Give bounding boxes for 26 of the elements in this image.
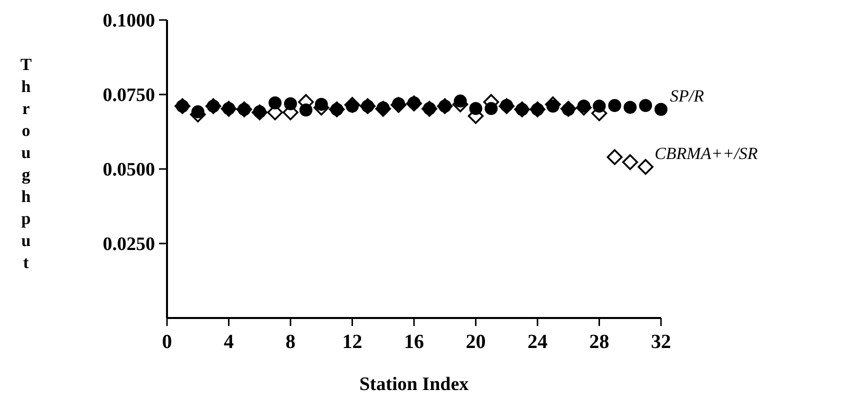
- y-tick-label: 0.0750: [102, 85, 155, 106]
- x-axis-title: Station Index: [359, 374, 470, 395]
- point: [639, 99, 652, 112]
- x-tick-label: 24: [528, 331, 548, 353]
- y-tick-label: 0.0250: [102, 234, 155, 256]
- point: [606, 149, 623, 165]
- y-tick-label: 0.1000: [102, 10, 155, 32]
- point: [576, 100, 592, 116]
- point: [624, 100, 637, 114]
- point: [654, 102, 668, 116]
- point: [622, 154, 638, 170]
- x-tick-label: 8: [286, 331, 296, 353]
- x-tick-label: 12: [342, 331, 362, 353]
- point: [545, 96, 561, 112]
- y-tick-label: 0.0500: [102, 160, 155, 181]
- point: [638, 159, 654, 175]
- point: [608, 99, 622, 112]
- x-tick-label: 0: [162, 331, 172, 353]
- series-label: CBRMA++/SR: [654, 144, 758, 163]
- text: Throughput: [20, 55, 32, 272]
- x-tick-label: 32: [651, 331, 671, 353]
- x-tick-label: 28: [589, 331, 610, 353]
- x-tick-label: 20: [466, 331, 486, 353]
- x-tick-label: 16: [404, 331, 424, 353]
- x-tick-label: 4: [224, 331, 234, 353]
- series-label: SP/R: [670, 86, 705, 106]
